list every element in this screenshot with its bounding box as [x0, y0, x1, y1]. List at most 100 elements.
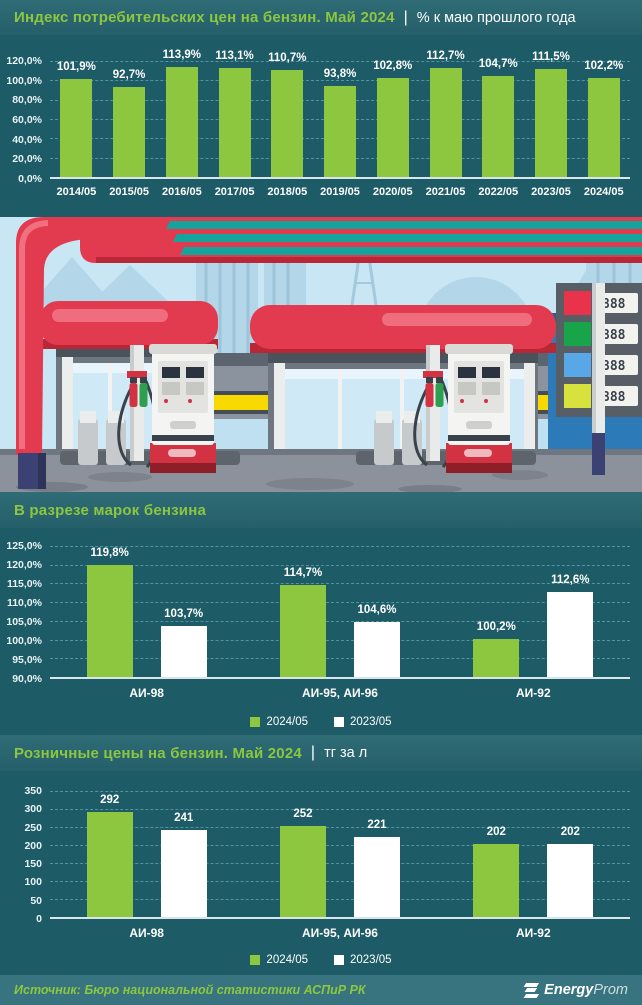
bar-group: 101,9% — [50, 61, 103, 177]
y-tick-label: 0,0% — [18, 173, 42, 185]
bar-group: 102,2% — [577, 60, 630, 177]
bar-value-label: 202 — [560, 826, 580, 839]
canopy — [16, 217, 642, 489]
sign-chip-blue — [564, 353, 591, 377]
bar-value-label: 100,2% — [476, 620, 516, 633]
legend-swatch-green — [250, 717, 261, 727]
bar: 102,8% — [373, 60, 412, 177]
y-tick-label: 50 — [30, 894, 42, 907]
cpi-yearly-bar-chart: 0,0% 20,0% 40,0% 60,0% 80,0% 100,0% 120,0% 101… — [0, 35, 642, 205]
bar-group: 104,7% — [472, 57, 525, 177]
y-axis: 0,0% 20,0% 40,0% 60,0% 80,0% 100,0% 120,0% — [0, 55, 50, 185]
gridline — [50, 881, 630, 882]
x-category-label: 2022/05 — [478, 186, 519, 198]
x-category-label: 2015/05 — [109, 186, 149, 198]
brands-section-band: В разрезе марок бензина — [0, 492, 642, 528]
title-separator: | — [403, 8, 408, 26]
bar-value-label: 101,9% — [56, 60, 96, 73]
energyprom-logo: EnergyProm — [524, 982, 628, 998]
bar: 101,9% — [57, 61, 96, 177]
bar-group: 93,8% — [314, 61, 367, 177]
x-axis-categories: 2014/05 2015/05 2016/05 2017/05 2018/05 2019/… — [50, 179, 630, 203]
x-category-label: АИ-98 — [129, 926, 164, 940]
bar-group: 110,7% — [261, 52, 314, 177]
retail-price-bar-chart: 0 50 100 150 200 250 300 350 292 241 252 221 202 202… — [0, 771, 642, 945]
bollard — [78, 419, 98, 465]
gridline — [50, 80, 630, 82]
bar: 93,8% — [324, 68, 356, 177]
x-category-label: АИ-95, АИ-96 — [302, 686, 378, 700]
legend-label: 2023/05 — [350, 716, 392, 728]
x-axis-categories: АИ-98 АИ-95, АИ-96 АИ-92 — [50, 679, 630, 703]
bar: 112,7% — [426, 50, 465, 177]
x-category-label: 2018/05 — [267, 186, 308, 198]
y-tick-label: 60,0% — [12, 114, 42, 126]
x-category-label: 2019/05 — [320, 186, 360, 198]
legend-label: 2023/05 — [350, 954, 392, 966]
gridline — [50, 791, 630, 792]
y-tick-label: 125,0% — [6, 540, 42, 552]
legend-label: 2024/05 — [266, 954, 308, 966]
y-tick-label: 105,0% — [6, 616, 42, 628]
retail-section-title: Розничные цены на бензин. Май 2024 — [14, 744, 302, 762]
y-tick-label: 95,0% — [12, 654, 42, 666]
bar: 104,6% — [353, 604, 400, 677]
header-band: Индекс потребительских цен на бензин. Ма… — [0, 0, 642, 35]
bar-value-label: 114,7% — [283, 566, 323, 579]
gridline — [50, 583, 630, 585]
legend-item-2023: 2023/05 — [334, 716, 392, 728]
gridline — [50, 827, 630, 828]
bar-value-label: 113,9% — [162, 48, 202, 61]
y-axis: 90,0% 95,0% 100,0% 105,0% 110,0% 115,0% 120,0%… — [0, 540, 50, 685]
price-digits: 888 — [602, 359, 626, 374]
bar: 114,7% — [279, 567, 326, 677]
y-tick-label: 0 — [36, 913, 42, 925]
bar-group: 119,8% 103,7% — [50, 546, 243, 677]
gridline — [50, 899, 630, 900]
retail-chart-legend: 2024/05 2023/05 — [0, 945, 642, 975]
page-subtitle: % к маю прошлого года — [416, 9, 576, 26]
x-category-label: 2014/05 — [56, 186, 97, 198]
bar-value-label: 292 — [100, 793, 120, 806]
y-tick-label: 90,0% — [12, 673, 42, 685]
retail-title-separator: | — [310, 744, 316, 761]
bar: 119,8% — [86, 547, 133, 677]
gridline — [50, 639, 630, 641]
y-tick-label: 20,0% — [12, 153, 42, 166]
x-category-label: АИ-98 — [129, 686, 164, 700]
x-category-label: 2016/05 — [161, 186, 202, 198]
y-tick-label: 350 — [24, 785, 42, 797]
bar-group: 113,9% — [155, 49, 208, 177]
gridline — [50, 602, 630, 604]
sign-chip-red — [564, 291, 591, 315]
retail-section-band: Розничные цены на бензин. Май 2024 | тг … — [0, 735, 642, 771]
nozzle-green — [139, 383, 148, 407]
y-tick-label: 110,0% — [6, 597, 42, 609]
y-tick-label: 300 — [24, 803, 42, 816]
brand-index-bar-chart: 90,0% 95,0% 100,0% 105,0% 110,0% 115,0% 120,0%… — [0, 528, 642, 709]
bar: 202 — [547, 826, 594, 917]
bar: 113,1% — [215, 50, 254, 177]
brand-chart-legend: 2024/05 2023/05 — [0, 709, 642, 735]
bar: 103,7% — [160, 608, 207, 677]
bar: 111,5% — [532, 51, 570, 177]
nozzle-red — [129, 383, 138, 407]
bar-value-label: 113,1% — [215, 49, 254, 62]
pump-display — [162, 367, 180, 378]
legend-item-2024: 2024/05 — [250, 954, 308, 966]
bar: 112,6% — [547, 574, 594, 677]
price-digits: 888 — [602, 328, 626, 343]
gridline — [50, 620, 630, 622]
bar-value-label: 119,8% — [90, 547, 129, 560]
bar-value-label: 111,5% — [532, 51, 570, 64]
bar-value-label: 112,6% — [551, 574, 590, 587]
gridline — [50, 658, 630, 660]
bar-value-label: 103,7% — [164, 607, 204, 620]
gridline — [50, 546, 630, 547]
bar-value-label: 104,7% — [478, 57, 518, 70]
bar-group: 112,7% — [419, 50, 472, 177]
gridline — [50, 564, 630, 566]
x-category-label: 2020/05 — [372, 186, 413, 198]
x-category-label: АИ-92 — [516, 926, 551, 940]
bar-value-label: 104,6% — [357, 604, 397, 617]
